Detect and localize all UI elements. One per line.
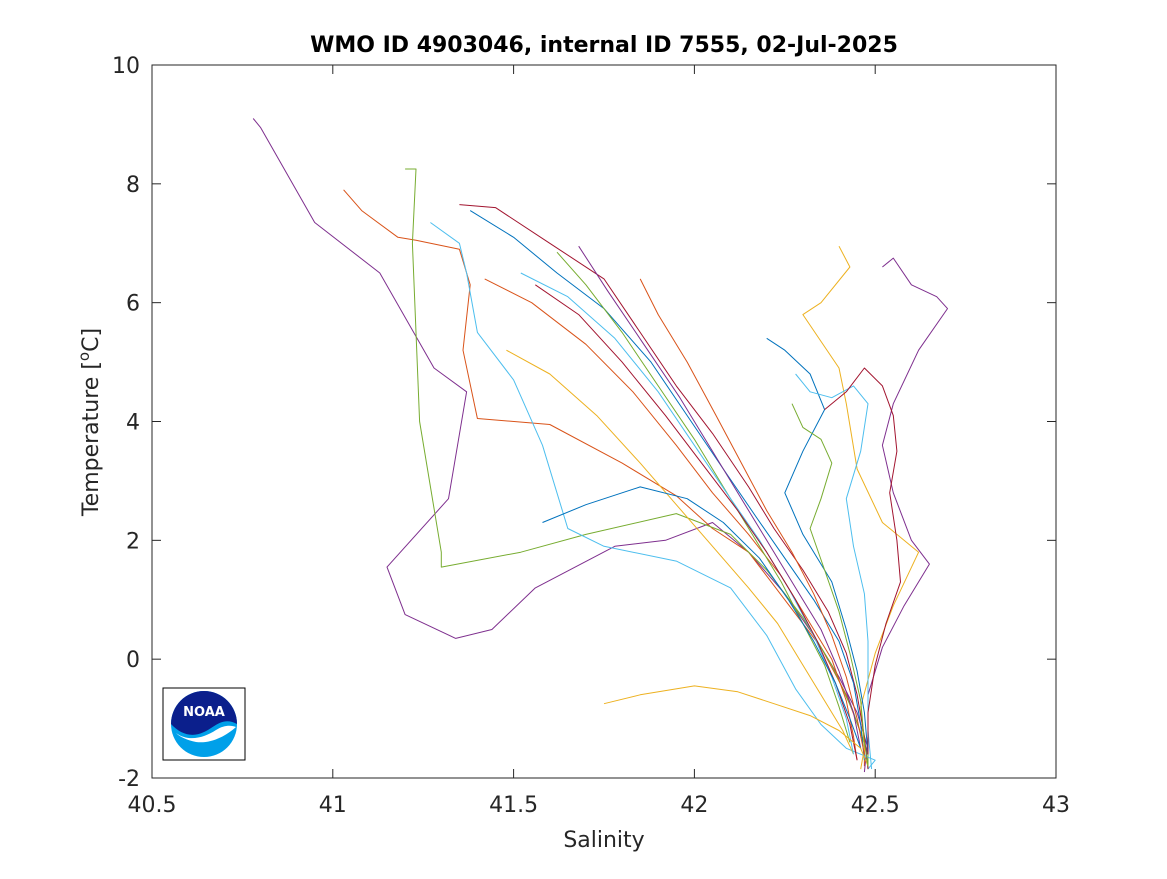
logo-wave bbox=[176, 725, 236, 743]
chart-title: WMO ID 4903046, internal ID 7555, 02-Jul… bbox=[310, 33, 898, 58]
profile-line-6 bbox=[766, 337, 869, 755]
x-tick-label-1: 41 bbox=[319, 793, 347, 818]
profile-line-8 bbox=[459, 204, 869, 770]
y-axis-label-end: C] bbox=[79, 328, 104, 352]
y-axis-label: Temperature [oC] bbox=[75, 328, 104, 517]
profile-line-17 bbox=[603, 685, 869, 767]
x-tick-label-0: 40.5 bbox=[128, 793, 177, 818]
profile-line-11 bbox=[506, 349, 854, 755]
y-tick-label-0: -2 bbox=[118, 767, 140, 792]
tick-layer: 40.5 41 41.5 42 42.5 43 -2 0 2 4 6 8 10 bbox=[112, 54, 1070, 818]
series-layer bbox=[252, 118, 948, 773]
y-axis-label-sup: o bbox=[75, 352, 93, 361]
y-tick-label-6: 10 bbox=[112, 54, 140, 79]
y-tick-label-4: 6 bbox=[126, 292, 140, 317]
y-tick-label-1: 0 bbox=[126, 648, 140, 673]
profile-line-20 bbox=[795, 373, 873, 770]
y-tick-label-2: 2 bbox=[126, 529, 140, 554]
profile-line-16 bbox=[542, 486, 862, 749]
x-axis-label: Salinity bbox=[563, 828, 644, 853]
logo-bird-shape bbox=[171, 691, 237, 735]
x-tick-label-3: 42 bbox=[680, 793, 708, 818]
profile-line-21 bbox=[824, 367, 901, 755]
y-tick-label-5: 8 bbox=[126, 173, 140, 198]
profile-line-9 bbox=[469, 210, 865, 761]
profile-line-7 bbox=[430, 222, 876, 770]
profile-line-10 bbox=[484, 278, 858, 761]
x-tick-label-4: 42.5 bbox=[851, 793, 900, 818]
profile-line-19 bbox=[791, 403, 869, 767]
y-tick-label-3: 4 bbox=[126, 411, 140, 436]
x-tick-label-2: 41.5 bbox=[489, 793, 538, 818]
profile-line-13 bbox=[520, 272, 854, 755]
profile-line-18 bbox=[639, 278, 865, 755]
profile-line-4 bbox=[802, 245, 920, 770]
x-tick-label-5: 43 bbox=[1042, 793, 1070, 818]
plot-area bbox=[152, 65, 1056, 778]
y-axis-label-main: Temperature [ bbox=[79, 361, 104, 517]
logo-text: NOAA bbox=[183, 705, 225, 720]
noaa-logo: NOAA bbox=[162, 687, 246, 761]
profile-line-14 bbox=[578, 245, 862, 749]
profile-line-5 bbox=[863, 257, 948, 773]
